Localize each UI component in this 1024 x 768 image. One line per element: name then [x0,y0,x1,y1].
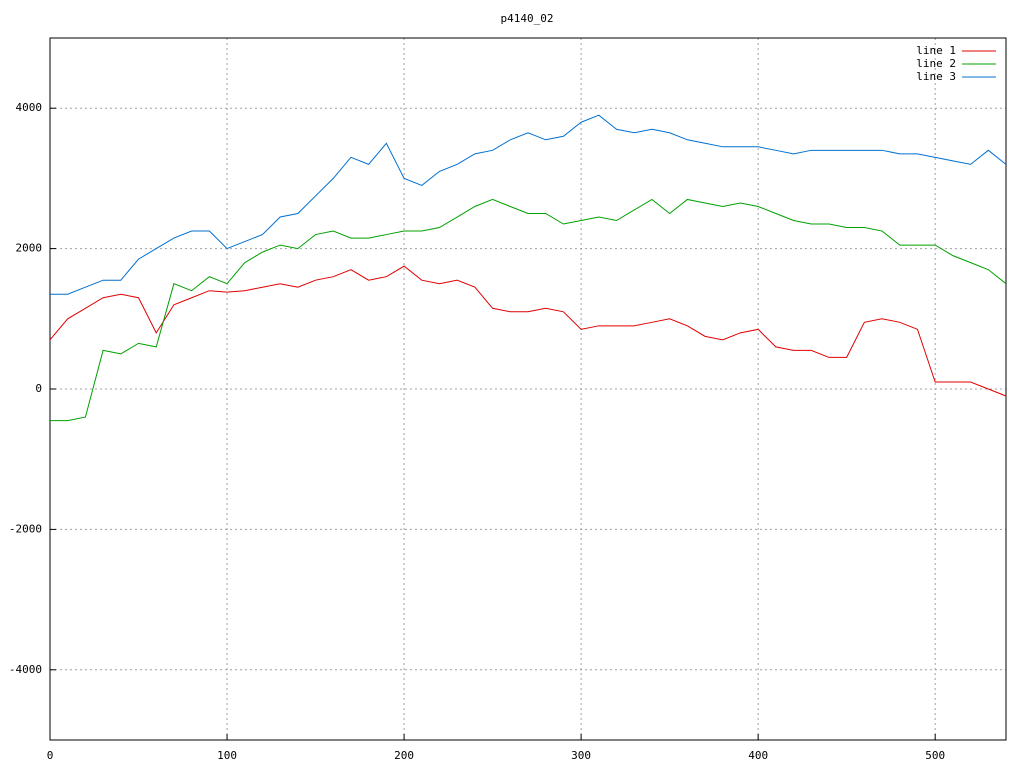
series-line [50,198,1007,422]
x-tick-label: 0 [47,749,54,762]
legend-label: line 3 [916,70,956,83]
plot-border [49,37,1007,741]
y-tick-label: 2000 [16,242,43,255]
x-tick-label: 300 [571,749,591,762]
chart-title: p4140_02 [501,12,554,25]
legend-label: line 2 [916,57,956,70]
series-line [50,114,1007,295]
x-tick-label: 400 [748,749,768,762]
y-tick-label: 4000 [16,101,43,114]
y-tick-label: 0 [35,382,42,395]
legend-label: line 1 [916,44,956,57]
x-tick-label: 500 [925,749,945,762]
series-line [49,265,1007,397]
y-tick-label: -4000 [9,663,42,676]
x-tick-label: 100 [217,749,237,762]
y-tick-label: -2000 [9,522,42,535]
x-tick-label: 200 [394,749,414,762]
